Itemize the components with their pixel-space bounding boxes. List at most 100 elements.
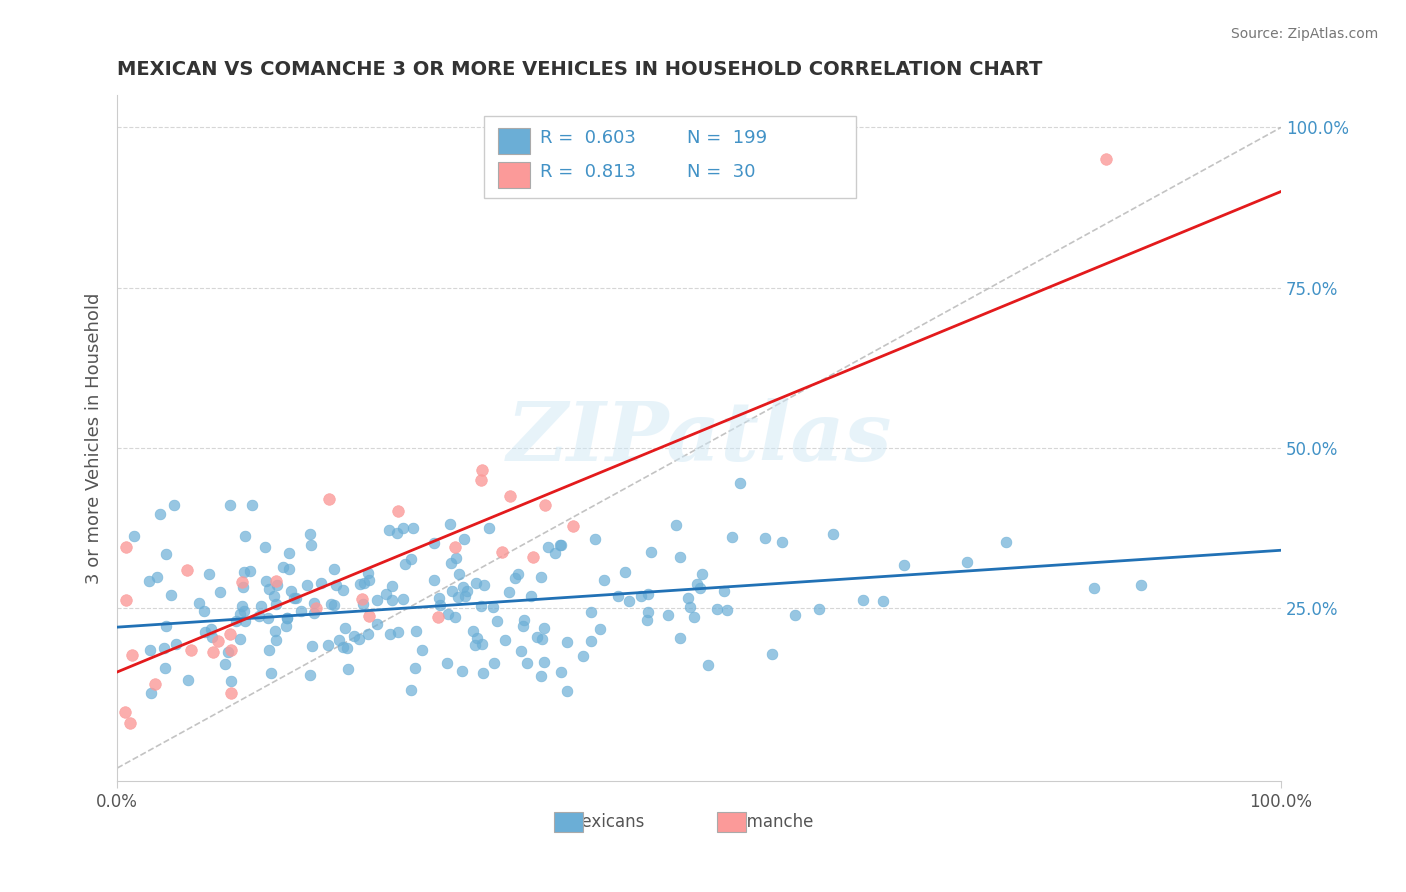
Point [138, 574, 160, 589]
Point [697, 657, 720, 672]
Point [280, 583, 302, 598]
Point [285, 591, 308, 606]
Point [785, 608, 807, 623]
Point [437, 607, 460, 621]
Point [665, 518, 688, 533]
Point [721, 530, 744, 544]
Point [1095, 153, 1118, 167]
Point [463, 624, 485, 639]
Point [592, 574, 614, 588]
Point [637, 605, 659, 619]
Point [257, 642, 280, 657]
Point [520, 589, 543, 603]
Point [336, 662, 359, 676]
Point [439, 516, 461, 531]
Point [309, 576, 332, 591]
Point [754, 531, 776, 545]
Point [471, 666, 494, 681]
Text: ZIPatlas: ZIPatlas [506, 398, 891, 478]
Point [323, 562, 346, 576]
Point [219, 643, 242, 657]
Point [228, 632, 250, 646]
Point [510, 644, 533, 658]
Point [233, 565, 256, 579]
Point [467, 631, 489, 645]
Point [464, 638, 486, 652]
Point [120, 716, 142, 731]
Point [484, 656, 506, 670]
Point [429, 598, 451, 612]
Point [163, 499, 186, 513]
Bar [484, 116, 856, 198]
Point [247, 609, 270, 624]
Point [253, 540, 276, 554]
Point [200, 622, 222, 636]
Point [391, 521, 413, 535]
Point [231, 574, 253, 589]
Point [583, 533, 606, 547]
Point [283, 591, 305, 605]
Point [114, 592, 136, 607]
Point [155, 619, 177, 633]
Point [155, 661, 177, 675]
Point [201, 645, 224, 659]
Point [453, 580, 475, 594]
Point [225, 614, 247, 628]
Point [436, 656, 458, 670]
Point [218, 626, 240, 640]
Point [166, 637, 188, 651]
Point [761, 647, 783, 661]
Point [139, 686, 162, 700]
Point [531, 632, 554, 647]
Point [808, 602, 831, 616]
Point [349, 577, 371, 591]
Point [232, 604, 254, 618]
Point [447, 566, 470, 581]
Point [852, 592, 875, 607]
Point [893, 558, 915, 573]
Point [423, 535, 446, 549]
Point [305, 600, 328, 615]
Point [266, 578, 288, 592]
Point [399, 552, 422, 566]
Point [589, 622, 612, 636]
Point [233, 614, 256, 628]
Point [193, 604, 215, 618]
Point [254, 574, 277, 588]
Bar [717, 812, 745, 832]
Point [302, 596, 325, 610]
Point [332, 583, 354, 598]
Point [678, 599, 700, 614]
Point [534, 498, 557, 512]
Point [264, 633, 287, 648]
Point [145, 570, 167, 584]
Point [297, 578, 319, 592]
Point [537, 540, 560, 554]
Point [716, 603, 738, 617]
Point [266, 574, 288, 588]
Point [516, 656, 538, 670]
Point [956, 555, 979, 569]
Point [872, 594, 894, 608]
Point [177, 673, 200, 687]
Point [322, 598, 344, 612]
Point [301, 639, 323, 653]
Point [451, 664, 474, 678]
Point [217, 645, 239, 659]
Point [561, 518, 583, 533]
Point [231, 599, 253, 613]
Point [375, 587, 398, 601]
Point [387, 624, 409, 639]
Point [454, 589, 477, 603]
Point [259, 666, 281, 681]
Point [494, 632, 516, 647]
Point [995, 535, 1018, 549]
Point [481, 599, 503, 614]
Point [512, 619, 534, 633]
Point [357, 573, 380, 587]
Point [277, 562, 299, 576]
Point [198, 566, 221, 581]
Point [250, 599, 273, 613]
Point [669, 632, 692, 646]
Point [533, 620, 555, 634]
